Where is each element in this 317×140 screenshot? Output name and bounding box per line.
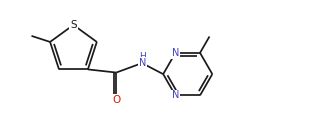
Text: N: N: [139, 58, 146, 68]
Text: S: S: [70, 20, 77, 30]
Text: H: H: [139, 52, 146, 61]
Text: N: N: [172, 90, 179, 100]
Text: N: N: [172, 48, 179, 58]
Text: O: O: [112, 95, 120, 105]
